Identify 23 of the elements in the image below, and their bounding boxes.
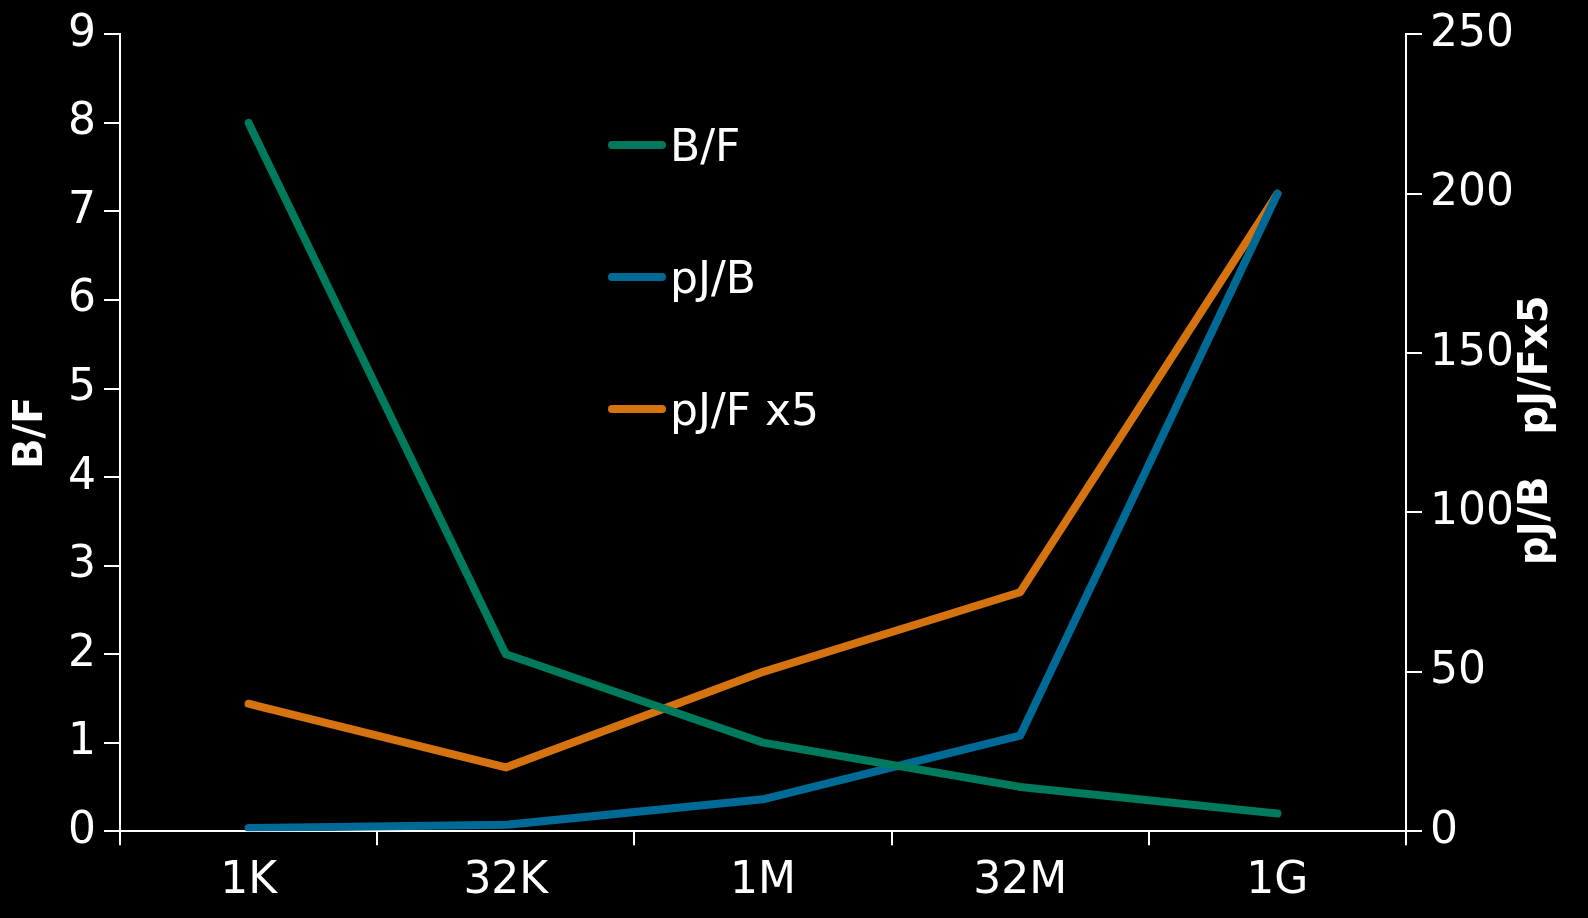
y-tick-label: 5	[67, 358, 96, 410]
y2-tick-label: 0	[1430, 801, 1459, 853]
y2-tick-label: 50	[1430, 642, 1487, 694]
y-tick-label: 3	[67, 536, 96, 588]
x-tick-label: 32M	[973, 852, 1068, 904]
y-tick-label: 9	[67, 4, 96, 56]
y-tick-label: 4	[67, 447, 96, 499]
legend-label: pJ/B	[670, 251, 756, 303]
legend-label: pJ/F x5	[670, 383, 820, 435]
y-tick-label: 8	[67, 93, 96, 145]
y-tick-label: 6	[67, 270, 96, 322]
x-tick-label: 1M	[730, 852, 796, 904]
x-tick-label: 32K	[463, 852, 550, 904]
y-tick-label: 0	[67, 801, 96, 853]
y2-tick-label: 250	[1430, 4, 1514, 56]
y2-tick-label: 200	[1430, 164, 1514, 216]
y-axis-title: B/F	[5, 396, 52, 470]
y-tick-label: 2	[67, 624, 96, 676]
x-tick-label: 1K	[220, 852, 279, 904]
y-tick-label: 7	[67, 181, 96, 233]
y-tick-label: 1	[67, 713, 96, 765]
x-tick-label: 1G	[1246, 852, 1309, 904]
legend-label: B/F	[670, 119, 741, 171]
